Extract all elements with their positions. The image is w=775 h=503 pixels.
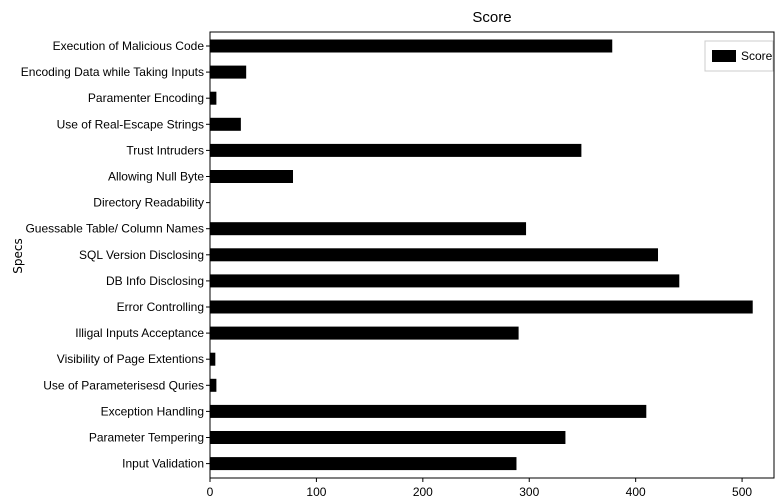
- x-tick-label: 0: [207, 485, 214, 499]
- bar: [210, 457, 517, 471]
- y-tick-label: DB Info Disclosing: [106, 274, 204, 288]
- x-tick-label: 400: [626, 485, 646, 499]
- x-tick-label: 200: [413, 485, 433, 499]
- bar: [210, 404, 647, 418]
- y-tick-label: Directory Readability: [93, 196, 204, 210]
- y-tick-label: Execution of Malicious Code: [53, 39, 205, 53]
- y-tick-label: Illigal Inputs Acceptance: [75, 326, 204, 340]
- y-axis-label: Specs: [11, 238, 25, 273]
- legend: Score: [704, 40, 774, 72]
- bar: [210, 39, 613, 53]
- bar: [210, 248, 659, 262]
- x-tick-label: 100: [306, 485, 326, 499]
- chart-title: Score: [472, 9, 511, 26]
- bar: [210, 91, 217, 105]
- y-tick-label: Guessable Table/ Column Names: [25, 222, 204, 236]
- y-tick-label: Parameter Tempering: [89, 431, 204, 445]
- y-tick-label: Input Validation: [122, 457, 204, 471]
- bar: [210, 222, 527, 236]
- y-tick-label: SQL Version Disclosing: [79, 248, 204, 262]
- bar: [210, 352, 216, 366]
- bar: [210, 326, 519, 340]
- legend-label: Score: [741, 49, 773, 63]
- y-tick-label: Error Controlling: [117, 300, 204, 314]
- plot-area: Execution of Malicious Code Encoding Data…: [21, 39, 753, 499]
- x-tick-label: 300: [519, 485, 539, 499]
- bar: [210, 143, 582, 157]
- y-tick-label: Use of Parameterisesd Quries: [43, 378, 204, 392]
- legend-swatch: [712, 50, 736, 62]
- y-tick-label: Visibility of Page Extentions: [57, 352, 204, 366]
- bar: [210, 378, 217, 392]
- y-tick-label: Exception Handling: [101, 404, 204, 418]
- bar: [210, 117, 241, 131]
- y-tick-label: Encoding Data while Taking Inputs: [21, 65, 204, 79]
- bar: [210, 431, 566, 444]
- y-tick-label: Trust Intruders: [126, 143, 204, 157]
- bar: [210, 170, 294, 183]
- y-tick-label: Use of Real-Escape Strings: [57, 117, 204, 131]
- bar: [210, 274, 680, 288]
- y-tick-label: Allowing Null Byte: [108, 170, 204, 184]
- x-tick-label: 500: [732, 485, 752, 499]
- bar: [210, 65, 247, 79]
- plot-frame: [209, 31, 775, 479]
- y-tick-label: Paramenter Encoding: [88, 91, 204, 105]
- bar: [210, 300, 753, 314]
